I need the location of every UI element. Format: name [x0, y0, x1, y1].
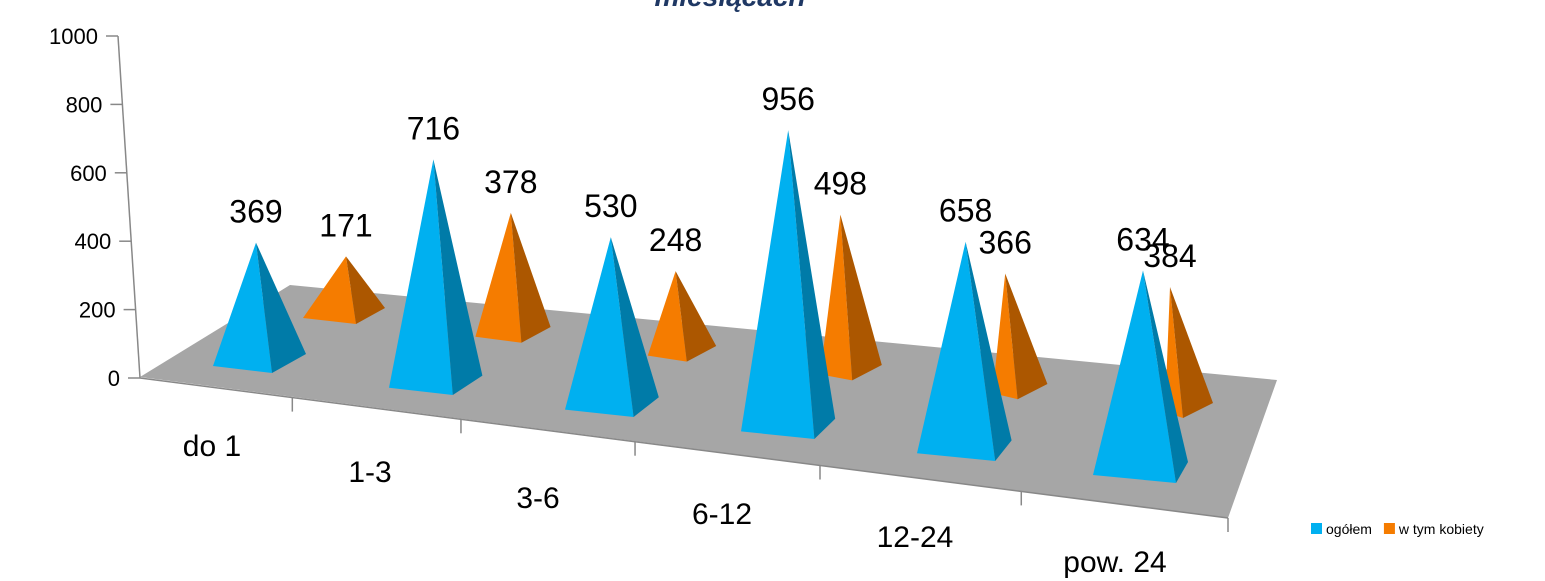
pyramid-side-face: [610, 237, 659, 417]
value-label: 378: [484, 164, 537, 200]
pyramid-front-face: [820, 214, 853, 381]
pyramid-side-face: [675, 271, 717, 362]
pyramid-front-face: [647, 271, 687, 362]
pyramid-kobiety: [475, 212, 551, 343]
value-label: 498: [814, 166, 867, 202]
legend-swatch: [1311, 523, 1322, 534]
pyramid-side-face: [346, 256, 385, 324]
y-axis-line: [117, 35, 141, 379]
value-label: 956: [762, 81, 815, 117]
category-label: 1-3: [348, 456, 391, 489]
y-axis-ticks: 0 200 400 600 800 1000: [49, 24, 140, 391]
x-axis-line: [139, 377, 1229, 519]
y-tick-label: 0: [108, 366, 120, 391]
pyramid-side-face: [1170, 287, 1213, 418]
category-label: 6-12: [692, 498, 752, 531]
pyramid-side-face: [840, 214, 882, 381]
category-label: pow. 24: [1063, 546, 1166, 579]
x-axis-ticks: [291, 397, 1229, 532]
legend-label: w tym kobiety: [1398, 521, 1484, 537]
pyramid-ogolem: [1093, 270, 1188, 483]
y-tick-label: 1000: [49, 24, 98, 49]
pyramid-side-face: [256, 242, 306, 373]
value-label: 366: [979, 225, 1032, 261]
category-label: do 1: [183, 430, 241, 463]
pyramid-front-face: [213, 242, 272, 373]
pyramid-kobiety: [303, 256, 385, 324]
pyramid-front-face: [389, 159, 453, 395]
pyramid-ogolem: [741, 130, 836, 439]
pyramid-front-face: [917, 241, 996, 461]
pyramid-front-face: [1093, 270, 1176, 483]
pyramid-front-face: [303, 256, 356, 324]
pyramid-front-face: [475, 212, 522, 343]
value-label: 634: [1116, 222, 1169, 258]
pyramid-side-face: [1143, 270, 1188, 483]
chart-title: miesiącach: [655, 0, 806, 12]
legend-swatch: [1383, 523, 1395, 534]
y-tick-label: 600: [70, 161, 107, 186]
value-label: 658: [939, 193, 992, 229]
legend-label: ogółem: [1326, 521, 1372, 537]
pyramid-marks: [213, 130, 1213, 483]
chart-floor: [140, 285, 1277, 518]
pyramid-side-face: [788, 130, 836, 439]
pyramid-front-face: [741, 130, 815, 439]
value-label: 369: [229, 194, 282, 230]
value-label: 248: [649, 222, 702, 258]
y-tick-label: 400: [74, 229, 111, 254]
pyramid-kobiety: [647, 271, 717, 362]
value-label: 171: [319, 207, 372, 243]
value-labels: 171 378 248 498 366 384 369 716 530 956 658 634: [229, 81, 1196, 274]
pyramid-side-face: [433, 159, 483, 395]
category-label: 12-24: [877, 521, 954, 554]
pyramid-ogolem: [389, 159, 483, 395]
pyramid-ogolem: [917, 241, 1012, 461]
pyramid-side-face: [965, 241, 1012, 461]
pyramid-front-face: [992, 273, 1018, 400]
value-label: 716: [407, 110, 460, 146]
pyramid-side-face: [1005, 273, 1048, 400]
pyramid-kobiety: [992, 273, 1048, 400]
category-label: 3-6: [516, 482, 559, 515]
pyramid-side-face: [510, 212, 551, 343]
value-label: 384: [1143, 238, 1196, 274]
category-labels: do 1 1-3 3-6 6-12 12-24 pow. 24: [183, 430, 1167, 579]
y-tick-label: 800: [66, 92, 103, 117]
y-tick-label: 200: [79, 298, 116, 323]
pyramid-ogolem: [213, 242, 306, 373]
legend: ogółem w tym kobiety: [1311, 521, 1484, 537]
pyramid-front-face: [565, 237, 634, 417]
value-label: 530: [584, 188, 637, 224]
pyramid-kobiety: [820, 214, 882, 381]
pyramid-ogolem: [565, 237, 659, 417]
